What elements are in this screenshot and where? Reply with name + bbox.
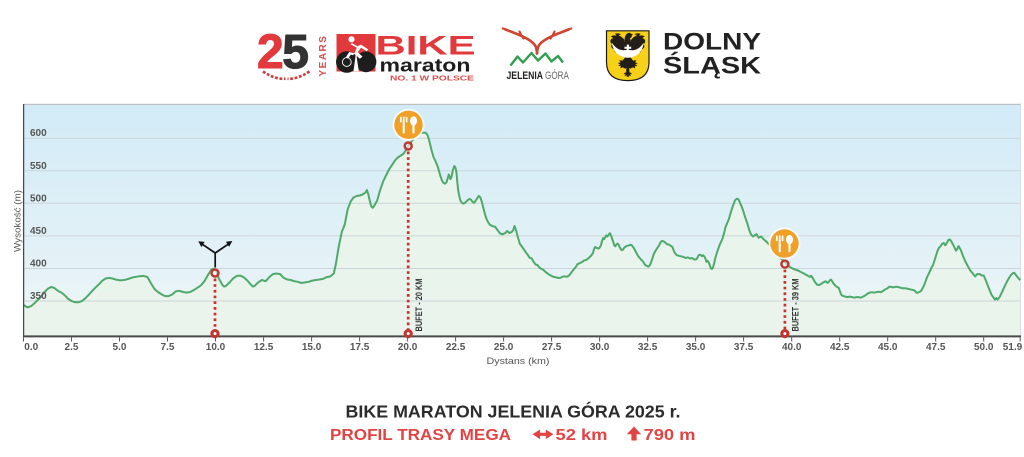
svg-text:BIKE: BIKE [376, 31, 476, 61]
svg-text:Wysokość (m): Wysokość (m) [13, 190, 24, 252]
svg-text:35.0: 35.0 [686, 342, 706, 353]
svg-text:790 m: 790 m [644, 427, 696, 444]
svg-text:PROFIL TRASY MEGA: PROFIL TRASY MEGA [330, 427, 511, 444]
svg-text:25.0: 25.0 [494, 342, 514, 353]
svg-text:20.0: 20.0 [398, 342, 418, 353]
svg-text:BUFET - 39 KM: BUFET - 39 KM [791, 279, 801, 332]
svg-text:50.0: 50.0 [974, 342, 994, 353]
svg-text:NO. 1 W POLSCE: NO. 1 W POLSCE [390, 74, 474, 83]
svg-text:2.5: 2.5 [65, 342, 79, 353]
svg-text:40.0: 40.0 [782, 342, 802, 353]
svg-text:17.5: 17.5 [350, 342, 370, 353]
svg-text:GÓRA: GÓRA [545, 69, 569, 82]
svg-text:51.9: 51.9 [1003, 342, 1023, 353]
svg-text:450: 450 [30, 226, 47, 237]
svg-text:27.5: 27.5 [542, 342, 562, 353]
svg-text:550: 550 [30, 161, 47, 172]
svg-text:15.0: 15.0 [302, 342, 322, 353]
svg-text:DOLNY: DOLNY [663, 29, 761, 56]
svg-text:400: 400 [30, 259, 47, 270]
svg-text:32.5: 32.5 [638, 342, 658, 353]
svg-text:7.5: 7.5 [161, 342, 175, 353]
svg-text:37.5: 37.5 [734, 342, 754, 353]
svg-text:ŚLĄSK: ŚLĄSK [663, 52, 761, 80]
svg-text:47.5: 47.5 [926, 342, 946, 353]
svg-text:350: 350 [30, 291, 47, 302]
svg-text:52 km: 52 km [556, 427, 608, 444]
svg-text:25: 25 [257, 26, 308, 79]
svg-text:0.0: 0.0 [24, 342, 38, 353]
svg-text:45.0: 45.0 [878, 342, 898, 353]
svg-text:30.0: 30.0 [590, 342, 610, 353]
svg-text:JELENIA: JELENIA [507, 70, 544, 82]
svg-text:12.5: 12.5 [254, 342, 274, 353]
svg-text:22.5: 22.5 [446, 342, 466, 353]
svg-text:5.0: 5.0 [113, 342, 127, 353]
svg-text:BUFET - 20 KM: BUFET - 20 KM [414, 279, 424, 332]
svg-text:maraton: maraton [380, 55, 471, 76]
svg-text:Dystans (km): Dystans (km) [487, 356, 550, 367]
svg-text:BIKE MARATON JELENIA GÓRA 2025: BIKE MARATON JELENIA GÓRA 2025 r. [346, 401, 681, 422]
svg-text:42.5: 42.5 [830, 342, 850, 353]
svg-text:10.0: 10.0 [206, 342, 226, 353]
svg-text:YEARS: YEARS [318, 35, 329, 77]
svg-text:600: 600 [30, 128, 47, 139]
svg-text:500: 500 [30, 193, 47, 204]
